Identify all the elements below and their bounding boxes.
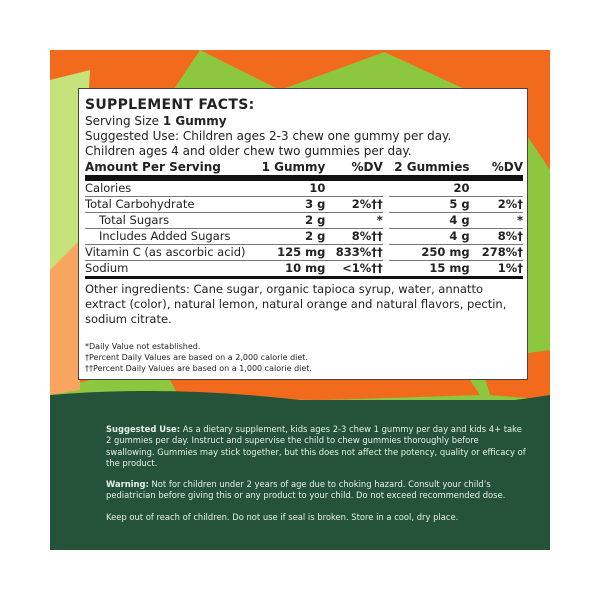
suggested-use-label: Suggested Use:: [106, 424, 181, 434]
suggested-use: Suggested Use: As a dietary supplement, …: [106, 424, 526, 469]
value-2-gummies: 250 mg: [388, 245, 470, 261]
col-header: Amount Per Serving: [85, 160, 251, 181]
dv-1-gummy: 833%††: [325, 245, 383, 261]
footnote: ††Percent Daily Values are based on a 1,…: [85, 364, 312, 373]
serving-label: Serving Size: [85, 114, 163, 128]
warning-text: Not for children under 2 years of age du…: [106, 479, 506, 501]
facts-row: Sodium 10 mg <1%†† 15 mg 1%†: [85, 261, 523, 279]
value-2-gummies: 4 g: [388, 213, 470, 229]
dv-2-gummies: 2%†: [469, 197, 523, 213]
col-gap: [382, 160, 389, 181]
facts-table: Amount Per Serving 1 Gummy %DV 2 Gummies…: [85, 160, 523, 279]
serving-size: Serving Size 1 Gummy: [85, 114, 521, 129]
facts-row: Calories 10 20: [85, 181, 523, 197]
dv-1-gummy: 8%††: [325, 229, 383, 245]
col-header: 1 Gummy: [250, 160, 326, 181]
dv-1-gummy: *: [325, 213, 383, 229]
value-2-gummies: 15 mg: [388, 261, 470, 279]
supplement-facts-panel: SUPPLEMENT FACTS: Serving Size 1 Gummy S…: [78, 88, 528, 380]
warning-label: Warning:: [106, 479, 149, 490]
footnote: †Percent Daily Values are based on a 2,0…: [85, 353, 308, 362]
value-2-gummies: 4 g: [388, 229, 470, 245]
row-label: Includes Added Sugars: [85, 229, 251, 245]
value-2-gummies: 20: [388, 181, 470, 197]
value-1-gummy: 2 g: [250, 229, 326, 245]
dv-1-gummy: 2%††: [325, 197, 383, 213]
value-1-gummy: 3 g: [250, 197, 326, 213]
dv-2-gummies: 278%†: [469, 245, 523, 261]
value-2-gummies: 5 g: [388, 197, 470, 213]
serving-value: 1 Gummy: [162, 114, 227, 128]
dv-2-gummies: 1%†: [469, 261, 523, 279]
dv-2-gummies: *: [469, 213, 523, 229]
dv-2-gummies: [469, 181, 523, 197]
footnote: *Daily Value not established.: [85, 342, 201, 351]
facts-row: Total Sugars 2 g * 4 g *: [85, 213, 523, 229]
footnotes: *Daily Value not established. †Percent D…: [85, 341, 521, 374]
dv-1-gummy: [325, 181, 383, 197]
facts-row: Total Carbohydrate 3 g 2%†† 5 g 2%†: [85, 197, 523, 213]
storage-note: Keep out of reach of children. Do not us…: [106, 511, 459, 522]
col-header: %DV: [469, 160, 523, 181]
col-header: %DV: [325, 160, 383, 181]
facts-row: Includes Added Sugars 2 g 8%†† 4 g 8%†: [85, 229, 523, 245]
other-ingredients: Other ingredients: Cane sugar, organic t…: [85, 282, 507, 326]
suggested-use-text: As a dietary supplement, kids ages 2-3 c…: [106, 424, 526, 468]
col-header: 2 Gummies: [388, 160, 470, 181]
row-label: Total Carbohydrate: [85, 197, 251, 213]
dv-2-gummies: 8%†: [469, 229, 523, 245]
col-gap: [382, 261, 389, 279]
dv-1-gummy: <1%††: [325, 261, 383, 279]
directions-section: Suggested Use: As a dietary supplement, …: [106, 424, 526, 533]
value-1-gummy: 10 mg: [250, 261, 326, 279]
row-label: Calories: [85, 181, 251, 197]
value-1-gummy: 10: [250, 181, 326, 197]
suggested-use-line: Children ages 4 and older chew two gummi…: [85, 144, 412, 158]
facts-title: SUPPLEMENT FACTS:: [85, 97, 255, 113]
warning: Warning: Not for children under 2 years …: [106, 479, 526, 502]
value-1-gummy: 125 mg: [250, 245, 326, 261]
facts-row: Vitamin C (as ascorbic acid) 125 mg 833%††…: [85, 245, 523, 261]
row-label: Vitamin C (as ascorbic acid): [85, 245, 251, 261]
value-1-gummy: 2 g: [250, 213, 326, 229]
row-label: Sodium: [85, 261, 251, 279]
row-label: Total Sugars: [85, 213, 251, 229]
suggested-use-line: Suggested Use: Children ages 2-3 chew on…: [85, 129, 452, 143]
